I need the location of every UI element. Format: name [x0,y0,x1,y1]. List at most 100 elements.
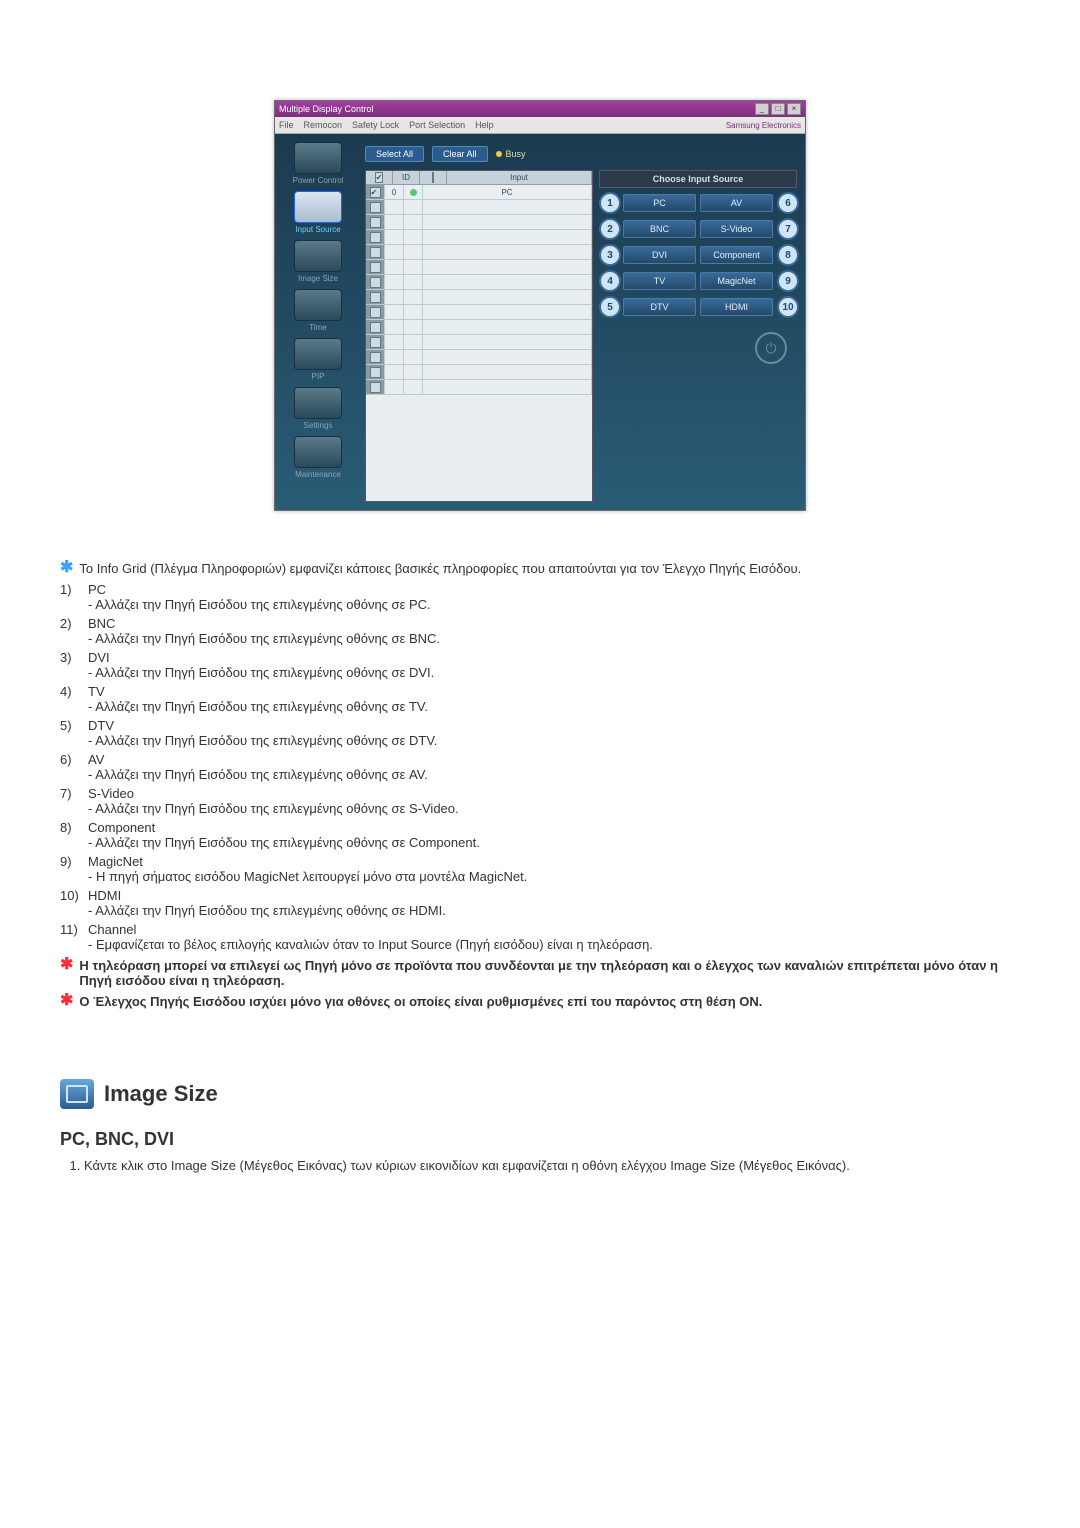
grid-row [366,290,592,305]
callout-2: 2 [599,218,621,240]
sidebar-item-image-size[interactable]: Image Size [279,240,357,283]
callout-10: 10 [777,296,799,318]
empty-check-icon [370,352,381,363]
sidebar: Power Control Input Source Image Size Ti… [275,134,361,510]
grid-header: ID Input [366,171,592,185]
source-bnc-button[interactable]: BNC [623,220,696,238]
sidebar-label: Image Size [298,274,338,283]
right-panel-title: Choose Input Source [599,170,797,188]
menu-remocon[interactable]: Remocon [304,120,343,130]
warning-1: ✱ Η τηλεόραση μπορεί να επιλεγεί ως Πηγή… [60,958,1020,988]
item-num: 1) [60,582,88,597]
item-desc: - Αλλάζει την Πηγή Εισόδου της επιλεγμέν… [88,835,1016,850]
source-svideo-button[interactable]: S-Video [700,220,773,238]
source-dvi-button[interactable]: DVI [623,246,696,264]
grid-row [366,275,592,290]
source-magicnet-button[interactable]: MagicNet [700,272,773,290]
item-name: Channel [88,922,136,937]
item-desc: - Αλλάζει την Πηγή Εισόδου της επιλεγμέν… [88,903,1016,918]
grid-row [366,245,592,260]
section-subtitle: PC, BNC, DVI [60,1129,1020,1150]
source-component-button[interactable]: Component [700,246,773,264]
section-title: Image Size [104,1081,218,1107]
menu-safety-lock[interactable]: Safety Lock [352,120,399,130]
source-hdmi-button[interactable]: HDMI [700,298,773,316]
sidebar-item-pip[interactable]: PIP [279,338,357,381]
empty-check-icon [370,382,381,393]
source-tv-button[interactable]: TV [623,272,696,290]
source-av-button[interactable]: AV [700,194,773,212]
menu-help[interactable]: Help [475,120,494,130]
row-check-icon[interactable] [370,187,381,198]
item-desc: - Αλλάζει την Πηγή Εισόδου της επιλεγμέν… [88,665,1016,680]
item-num: 4) [60,684,88,699]
time-icon [294,289,342,321]
item-num: 5) [60,718,88,733]
empty-check-icon [370,367,381,378]
sidebar-label: Settings [304,421,333,430]
warning-2: ✱ Ο Έλεγχος Πηγής Εισόδου ισχύει μόνο γι… [60,994,1020,1009]
check-icon[interactable] [375,172,384,183]
source-dtv-button[interactable]: DTV [623,298,696,316]
list-item: 9)MagicNet- Η πηγή σήματος εισόδου Magic… [60,854,1020,884]
section-steps: Κάντε κλικ στο Image Size (Μέγεθος Εικόν… [60,1158,1020,1173]
item-num: 11) [60,922,88,937]
item-name: DVI [88,650,110,665]
sidebar-item-time[interactable]: Time [279,289,357,332]
item-desc: - Αλλάζει την Πηγή Εισόδου της επιλεγμέν… [88,597,1016,612]
grid-header-id: ID [393,171,420,184]
app-window: Multiple Display Control _ □ × File Remo… [274,100,806,511]
menu-port-selection[interactable]: Port Selection [409,120,465,130]
grid-row [366,230,592,245]
info-note: ✱ Το Info Grid (Πλέγμα Πληροφοριών) εμφα… [60,561,1020,576]
grid-row[interactable]: 0 PC [366,185,592,200]
menu-file[interactable]: File [279,120,294,130]
clear-all-button[interactable]: Clear All [432,146,488,162]
app-body: Power Control Input Source Image Size Ti… [275,134,805,510]
list-item: 7)S-Video- Αλλάζει την Πηγή Εισόδου της … [60,786,1020,816]
minimize-icon[interactable]: _ [755,103,769,115]
item-desc: - Αλλάζει την Πηγή Εισόδου της επιλεγμέν… [88,699,1016,714]
list-item: 6)AV- Αλλάζει την Πηγή Εισόδου της επιλε… [60,752,1020,782]
info-note-text: Το Info Grid (Πλέγμα Πληροφοριών) εμφανί… [79,561,801,576]
item-name: S-Video [88,786,134,801]
warning-text: Ο Έλεγχος Πηγής Εισόδου ισχύει μόνο για … [79,994,762,1009]
grid-row [366,260,592,275]
empty-check-icon [370,217,381,228]
callout-8: 8 [777,244,799,266]
busy-dot-icon [496,151,502,157]
select-all-button[interactable]: Select All [365,146,424,162]
item-num: 10) [60,888,88,903]
brand-label: Samsung Electronics [726,121,801,130]
item-desc: - Αλλάζει την Πηγή Εισόδου της επιλεγμέν… [88,767,1016,782]
right-panel: Choose Input Source 1 PC AV 6 2 BNC S-Vi… [599,170,797,502]
item-desc: - Η πηγή σήματος εισόδου MagicNet λειτου… [88,869,1016,884]
section-step: Κάντε κλικ στο Image Size (Μέγεθος Εικόν… [84,1158,1020,1173]
callout-7: 7 [777,218,799,240]
item-name: MagicNet [88,854,143,869]
sidebar-item-power[interactable]: Power Control [279,142,357,185]
list-item: 2)BNC- Αλλάζει την Πηγή Εισόδου της επιλ… [60,616,1020,646]
power-icon[interactable]: ⏻ [755,332,787,364]
image-size-icon [294,240,342,272]
empty-check-icon [370,202,381,213]
grid-row [366,320,592,335]
callout-1: 1 [599,192,621,214]
busy-indicator: Busy [496,149,526,159]
callout-6: 6 [777,192,799,214]
source-list: 1)PC- Αλλάζει την Πηγή Εισόδου της επιλε… [60,582,1020,952]
sidebar-item-settings[interactable]: Settings [279,387,357,430]
grid-header-input: Input [447,171,592,184]
callout-3: 3 [599,244,621,266]
source-pc-button[interactable]: PC [623,194,696,212]
item-desc: - Εμφανίζεται το βέλος επιλογής καναλιών… [88,937,1016,952]
list-item: 10)HDMI- Αλλάζει την Πηγή Εισόδου της επ… [60,888,1020,918]
pip-icon [294,338,342,370]
close-icon[interactable]: × [787,103,801,115]
item-num: 3) [60,650,88,665]
sidebar-item-maintenance[interactable]: Maintenance [279,436,357,479]
grid-header-check [366,171,393,184]
grid-header-status [420,171,447,184]
maximize-icon[interactable]: □ [771,103,785,115]
sidebar-item-input-source[interactable]: Input Source [279,191,357,234]
